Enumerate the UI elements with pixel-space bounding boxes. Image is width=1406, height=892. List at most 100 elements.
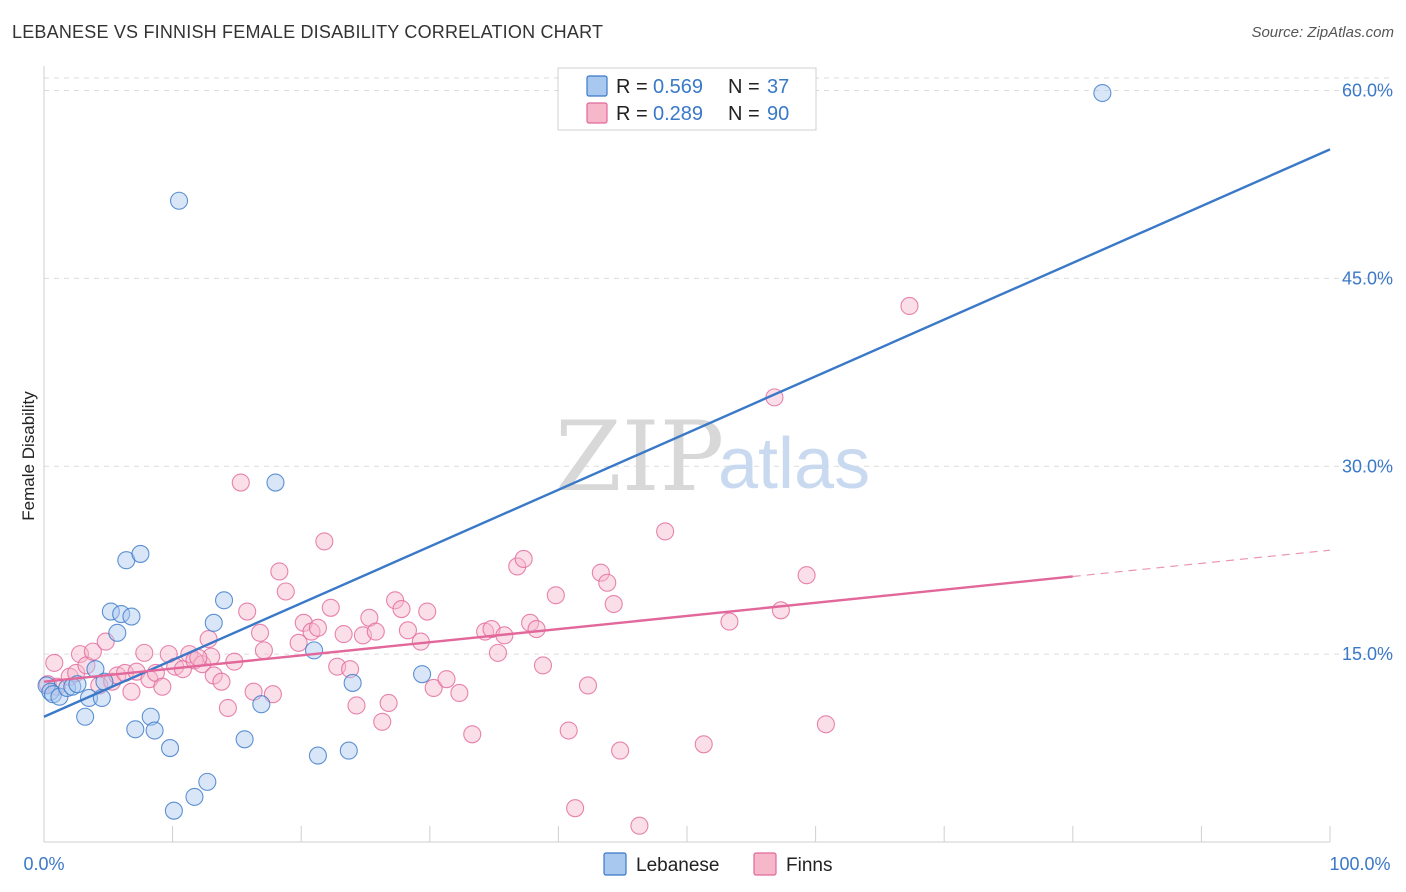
data-point <box>122 607 141 626</box>
data-point <box>1093 83 1112 103</box>
data-point <box>900 296 919 315</box>
data-point <box>153 677 172 696</box>
data-point <box>694 735 713 754</box>
data-point <box>656 522 675 541</box>
watermark-atlas: atlas <box>718 424 870 504</box>
data-point <box>204 613 223 632</box>
legend-swatch-finns <box>586 102 608 124</box>
data-point <box>231 473 250 492</box>
data-point <box>122 682 141 701</box>
legend-r-label-lebanese: R = <box>616 76 648 98</box>
data-point <box>816 715 835 734</box>
x-tick-label-min: 0.0% <box>23 854 64 874</box>
data-point <box>437 670 456 689</box>
data-point <box>185 787 204 806</box>
data-point <box>604 594 623 614</box>
data-point <box>308 618 327 637</box>
y-tick-label: 45.0% <box>1342 268 1393 288</box>
legend-n-label-lebanese: N = <box>728 76 760 98</box>
data-point <box>141 707 160 726</box>
chart-title: LEBANESE VS FINNISH FEMALE DISABILITY CO… <box>12 22 604 42</box>
data-point <box>413 665 432 684</box>
source-attribution: Source: ZipAtlas.com <box>1251 24 1394 41</box>
legend-n-label-finns: N = <box>728 103 760 125</box>
series-legend-label-lebanese: Lebanese <box>636 855 719 876</box>
data-point <box>630 816 649 835</box>
data-point <box>379 693 398 713</box>
data-point <box>373 712 392 731</box>
series-legend-swatch-lebanese <box>603 852 627 876</box>
data-point <box>611 741 630 760</box>
data-point <box>418 602 437 621</box>
finns-points <box>38 296 919 835</box>
data-point <box>508 557 527 576</box>
trend-lines <box>43 148 1331 718</box>
y-tick-labels: 15.0% 30.0% 45.0% 60.0% <box>1342 81 1393 665</box>
data-point <box>339 741 358 760</box>
data-point <box>598 573 617 592</box>
series-legend: Lebanese Finns <box>603 852 832 876</box>
data-point <box>252 695 271 714</box>
data-point <box>214 591 234 610</box>
legend-swatch-lebanese <box>586 75 608 97</box>
data-point <box>76 707 95 726</box>
y-axis-label: Female Disability <box>19 391 38 521</box>
data-point <box>559 721 578 740</box>
data-point <box>546 586 565 605</box>
data-point <box>424 678 443 697</box>
y-tick-label: 60.0% <box>1342 81 1393 101</box>
data-point <box>797 566 816 585</box>
data-point <box>160 739 180 758</box>
grid-lines <box>44 77 1392 655</box>
y-tick-label: 15.0% <box>1342 644 1393 664</box>
legend-r-value-lebanese: 0.569 <box>653 76 703 98</box>
data-point <box>235 730 254 749</box>
data-point <box>254 641 273 660</box>
data-point <box>771 601 790 620</box>
data-point <box>131 544 150 563</box>
trend-line-finns <box>43 575 1073 683</box>
data-point <box>720 612 739 631</box>
axes <box>43 66 1331 843</box>
data-point <box>198 772 217 791</box>
data-point <box>83 642 102 661</box>
data-point <box>108 623 127 642</box>
data-point <box>578 676 598 695</box>
data-point <box>347 696 366 715</box>
data-point <box>334 625 353 644</box>
data-point <box>126 720 145 739</box>
data-point <box>250 623 270 642</box>
data-point <box>591 563 610 582</box>
data-point <box>450 683 469 703</box>
data-point <box>366 622 385 641</box>
data-point <box>86 660 105 679</box>
data-point <box>145 721 164 740</box>
data-point <box>305 641 324 660</box>
data-point <box>315 532 334 551</box>
legend-r-value-finns: 0.289 <box>653 103 703 125</box>
trend-line-lebanese <box>43 148 1331 718</box>
data-point <box>212 672 231 691</box>
data-point <box>68 675 87 694</box>
data-point <box>45 653 64 672</box>
data-point <box>566 799 585 818</box>
watermark-zip: ZIP <box>555 401 724 513</box>
data-point <box>276 582 295 601</box>
series-legend-swatch-finns <box>753 852 777 876</box>
data-point <box>527 620 546 639</box>
data-point <box>488 643 508 662</box>
data-point <box>266 473 285 492</box>
data-point <box>392 599 411 619</box>
data-point <box>341 660 360 679</box>
y-tick-label: 30.0% <box>1342 456 1393 476</box>
data-point <box>321 598 340 617</box>
data-point <box>270 562 289 581</box>
data-point <box>289 633 308 652</box>
data-point <box>398 621 417 640</box>
correlation-legend: R = 0.569 N = 37 R = 0.289 N = 90 <box>557 67 817 131</box>
data-point <box>343 673 362 692</box>
data-point <box>218 698 237 718</box>
data-point <box>101 602 120 621</box>
data-point <box>514 549 533 568</box>
